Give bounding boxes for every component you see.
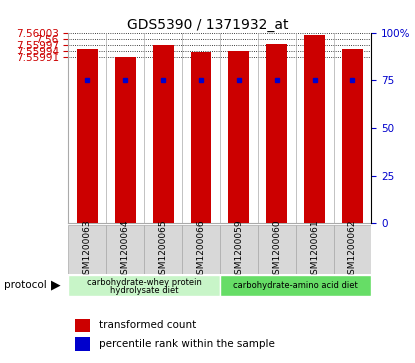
Bar [220,275,371,296]
Bar [220,225,258,274]
Text: ▶: ▶ [51,279,61,292]
Bar [75,338,90,351]
Bar [295,225,334,274]
Text: GSM1200060: GSM1200060 [272,219,281,280]
Text: GSM1200061: GSM1200061 [310,219,319,280]
Bar [266,44,287,223]
Text: GDS5390 / 1371932_at: GDS5390 / 1371932_at [127,18,288,32]
Bar [334,225,371,274]
Bar [153,45,173,223]
Bar [342,49,363,223]
Text: carbohydrate-amino acid diet: carbohydrate-amino acid diet [233,281,358,290]
Text: GSM1200064: GSM1200064 [121,219,130,280]
Bar [77,49,98,223]
Bar [304,35,325,223]
Text: protocol: protocol [4,280,47,290]
Bar [144,225,182,274]
Text: GSM1200066: GSM1200066 [197,219,205,280]
Text: carbohydrate-whey protein: carbohydrate-whey protein [87,278,202,287]
Bar [75,319,90,332]
Bar [190,52,211,223]
Text: GSM1200063: GSM1200063 [83,219,92,280]
Text: GSM1200062: GSM1200062 [348,219,357,280]
Text: hydrolysate diet: hydrolysate diet [110,286,178,295]
Bar [115,57,136,223]
Text: GSM1200065: GSM1200065 [159,219,168,280]
Text: percentile rank within the sample: percentile rank within the sample [99,339,275,349]
Bar [106,225,144,274]
Text: GSM1200059: GSM1200059 [234,219,243,280]
Bar [68,225,106,274]
Bar [182,225,220,274]
Bar [258,225,295,274]
Bar [229,51,249,223]
Text: transformed count: transformed count [99,320,196,330]
Bar [68,275,220,296]
